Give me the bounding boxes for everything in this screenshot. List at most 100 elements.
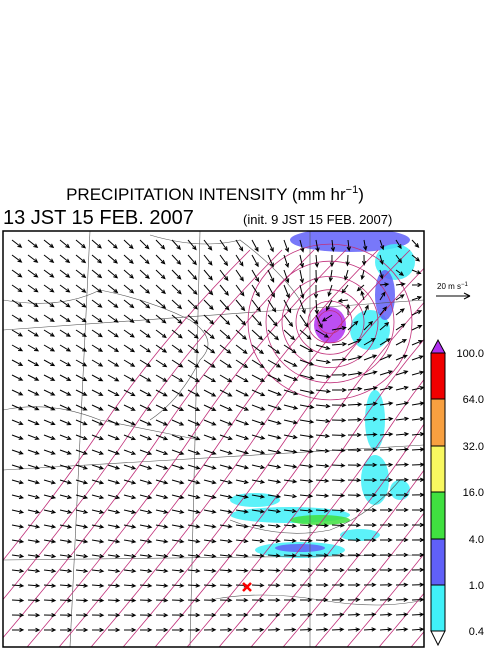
wind-arrow	[139, 464, 153, 470]
wind-arrow	[139, 314, 151, 324]
wind-arrow	[75, 583, 89, 588]
wind-arrow	[283, 329, 296, 341]
wind-arrow	[75, 613, 89, 618]
wind-arrow	[251, 329, 264, 341]
wind-arrow	[331, 341, 348, 347]
reference-label-text: 20 m s	[437, 282, 461, 291]
wind-arrow	[331, 523, 345, 528]
wind-arrow	[107, 612, 121, 618]
colorbar-bottom	[430, 630, 446, 647]
wind-arrow	[43, 494, 57, 500]
wind-arrow	[411, 627, 424, 632]
wind-arrow	[379, 239, 385, 251]
wind-arrow	[379, 370, 394, 376]
wind-arrow	[107, 299, 119, 309]
wind-arrow	[267, 284, 275, 298]
wind-arrow	[171, 539, 185, 544]
wind-arrow	[283, 254, 290, 269]
wind-arrow	[327, 284, 333, 297]
wind-arrow	[187, 509, 201, 514]
wind-arrow	[411, 269, 422, 275]
wind-arrow	[123, 583, 137, 588]
wind-arrow	[331, 463, 346, 468]
wind-arrow	[43, 583, 57, 588]
wind-arrow	[379, 522, 393, 528]
contour	[3, 249, 251, 561]
wind-arrow	[27, 598, 41, 603]
wind-arrow	[187, 239, 197, 251]
wind-arrow	[187, 568, 201, 573]
wind-arrow	[203, 479, 217, 485]
wind-arrow	[155, 553, 169, 559]
wind-arrow	[59, 284, 71, 293]
wind-arrow	[43, 359, 56, 367]
wind-arrow	[203, 329, 215, 340]
wind-arrow	[347, 537, 361, 543]
wind-arrow	[251, 627, 265, 632]
wind-arrow	[75, 627, 89, 633]
wind-arrow	[330, 239, 336, 253]
wind-arrow	[171, 314, 183, 324]
wind-arrow	[314, 269, 319, 284]
wind-arrow	[11, 627, 25, 633]
wind-arrow	[251, 269, 260, 283]
wind-arrow	[75, 449, 88, 455]
wind-arrow	[315, 478, 330, 483]
wind-arrow	[283, 597, 297, 603]
wind-arrow	[395, 308, 405, 316]
wind-arrow	[155, 269, 166, 280]
wind-arrow	[75, 598, 89, 603]
wind-arrow	[171, 612, 185, 618]
wind-arrow	[139, 539, 153, 544]
wind-arrow	[155, 344, 168, 353]
wind-arrow	[251, 523, 265, 529]
wind-arrow	[11, 419, 24, 426]
wind-arrow	[27, 284, 39, 293]
wind-arrow	[347, 417, 363, 422]
wind-arrow	[187, 539, 201, 544]
wind-arrow	[345, 303, 351, 316]
wind-arrow	[379, 447, 394, 452]
wind-arrow	[299, 463, 314, 469]
wind-arrow	[11, 239, 23, 248]
wind-arrow	[283, 374, 299, 381]
wind-arrow	[219, 449, 233, 455]
wind-arrow	[235, 524, 249, 529]
wind-arrow	[267, 494, 282, 499]
wind-arrow	[251, 583, 265, 588]
wind-arrow	[203, 404, 217, 411]
wind-arrow	[203, 284, 214, 296]
wind-arrow	[299, 374, 315, 380]
wind-arrow	[203, 299, 214, 311]
wind-arrow	[347, 523, 361, 528]
wind-arrow	[411, 537, 424, 543]
wind-arrow	[267, 344, 281, 354]
wind-arrow	[235, 269, 244, 282]
wind-arrow	[203, 524, 217, 529]
wind-arrow	[59, 299, 71, 308]
wind-arrow	[379, 477, 394, 483]
wind-arrow	[11, 434, 24, 440]
wind-arrow	[91, 568, 105, 574]
wind-arrow	[299, 419, 315, 424]
wind-arrow	[59, 494, 73, 500]
wind-arrow	[27, 254, 39, 263]
wind-arrow	[347, 371, 363, 376]
colorbar-segment	[430, 398, 446, 447]
wind-arrow	[379, 432, 394, 437]
precip-area	[340, 529, 380, 541]
wind-arrow	[361, 254, 367, 266]
wind-arrow	[75, 464, 89, 470]
wind-arrow	[203, 494, 217, 500]
wind-arrow	[411, 401, 424, 406]
wind-arrow	[395, 323, 406, 331]
colorbar-label: 100.0	[456, 348, 484, 360]
wind-arrow	[331, 508, 346, 513]
wind-arrow	[299, 299, 306, 315]
wind-arrow	[411, 340, 424, 346]
wind-arrow	[91, 254, 103, 264]
wind-arrow	[187, 374, 200, 383]
wind-arrow	[11, 479, 24, 485]
wind-arrow	[379, 582, 393, 587]
wind-arrow	[379, 385, 394, 391]
